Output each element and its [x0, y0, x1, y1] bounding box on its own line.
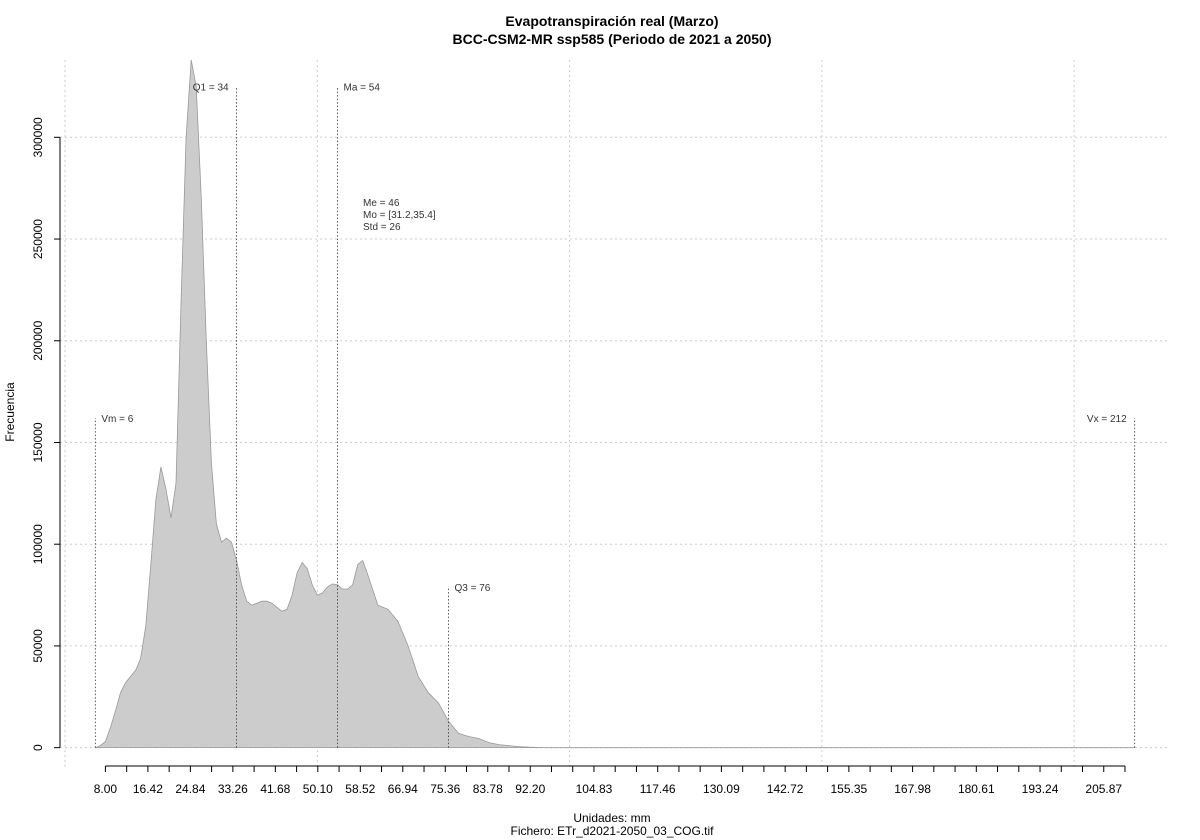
y-tick-label: 200000: [31, 320, 45, 360]
y-tick-label: 300000: [31, 117, 45, 157]
x-tick-label: 92.20: [515, 782, 545, 796]
x-tick-label: 117.46: [640, 782, 676, 796]
annotation-label: Q3 = 76: [455, 583, 491, 594]
annotation-label: Vx = 212: [1087, 414, 1127, 425]
x-tick-label: 155.35: [831, 782, 868, 796]
x-tick-label: 104.83: [576, 782, 613, 796]
x-tick-label: 75.36: [430, 782, 460, 796]
annotation-label: Ma = 54: [344, 82, 381, 93]
annotation-label: Q1 = 34: [193, 82, 229, 93]
x-tick-label: 16.42: [133, 782, 163, 796]
x-tick-label: 66.94: [388, 782, 418, 796]
y-tick-label: 250000: [31, 219, 45, 259]
stats-box: Me = 46 Mo = [31.2,35.4] Std = 26: [363, 198, 436, 233]
chart-subtitle: BCC-CSM2-MR ssp585 (Periodo de 2021 a 20…: [453, 31, 772, 47]
x-tick-label: 142.72: [767, 782, 804, 796]
x-tick-label: 41.68: [260, 782, 290, 796]
x-tick-label: 50.10: [303, 782, 333, 796]
x-tick-label: 33.26: [218, 782, 248, 796]
density-area-path: [94, 59, 1136, 749]
stat-mean: Me = 46: [363, 198, 400, 209]
y-tick-label: 50000: [31, 629, 45, 663]
stat-mode: Mo = [31.2,35.4]: [363, 210, 436, 221]
x-tick-label: 167.98: [894, 782, 931, 796]
annotation-lines: [94, 86, 1136, 748]
x-tick-label: 83.78: [473, 782, 503, 796]
x-axis: 8.00 16.42 24.84 33.26 41.68 50.10 58.52 66.94 7…: [94, 765, 1126, 796]
x-tick-label: 180.61: [958, 782, 995, 796]
y-axis-label: Frecuencia: [3, 382, 17, 442]
x-tick-label: 8.00: [94, 782, 118, 796]
file-name-footer: Fichero: ETr_d2021-2050_03_COG.tif: [511, 824, 715, 838]
x-axis-label: Unidades: mm: [573, 811, 650, 825]
y-tick-label: 100000: [31, 524, 45, 564]
stat-std: Std = 26: [363, 222, 401, 233]
y-axis: 0 50000 100000 150000 200000 250000 300000: [31, 117, 61, 751]
y-tick-label: 0: [31, 744, 45, 751]
x-tick-label: 193.24: [1022, 782, 1059, 796]
chart-title: Evapotranspiración real (Marzo): [505, 13, 718, 29]
density-area: [94, 59, 1136, 749]
x-tick-label: 130.09: [703, 782, 740, 796]
x-tick-label: 24.84: [175, 782, 205, 796]
x-tick-label: 58.52: [345, 782, 375, 796]
annotation-labels: Vm = 6 Q1 = 34 Ma = 54 Q3 = 76 Vx = 212: [101, 82, 1127, 593]
annotation-label: Vm = 6: [101, 414, 133, 425]
x-tick-label: 205.87: [1085, 782, 1122, 796]
y-tick-label: 150000: [31, 422, 45, 462]
